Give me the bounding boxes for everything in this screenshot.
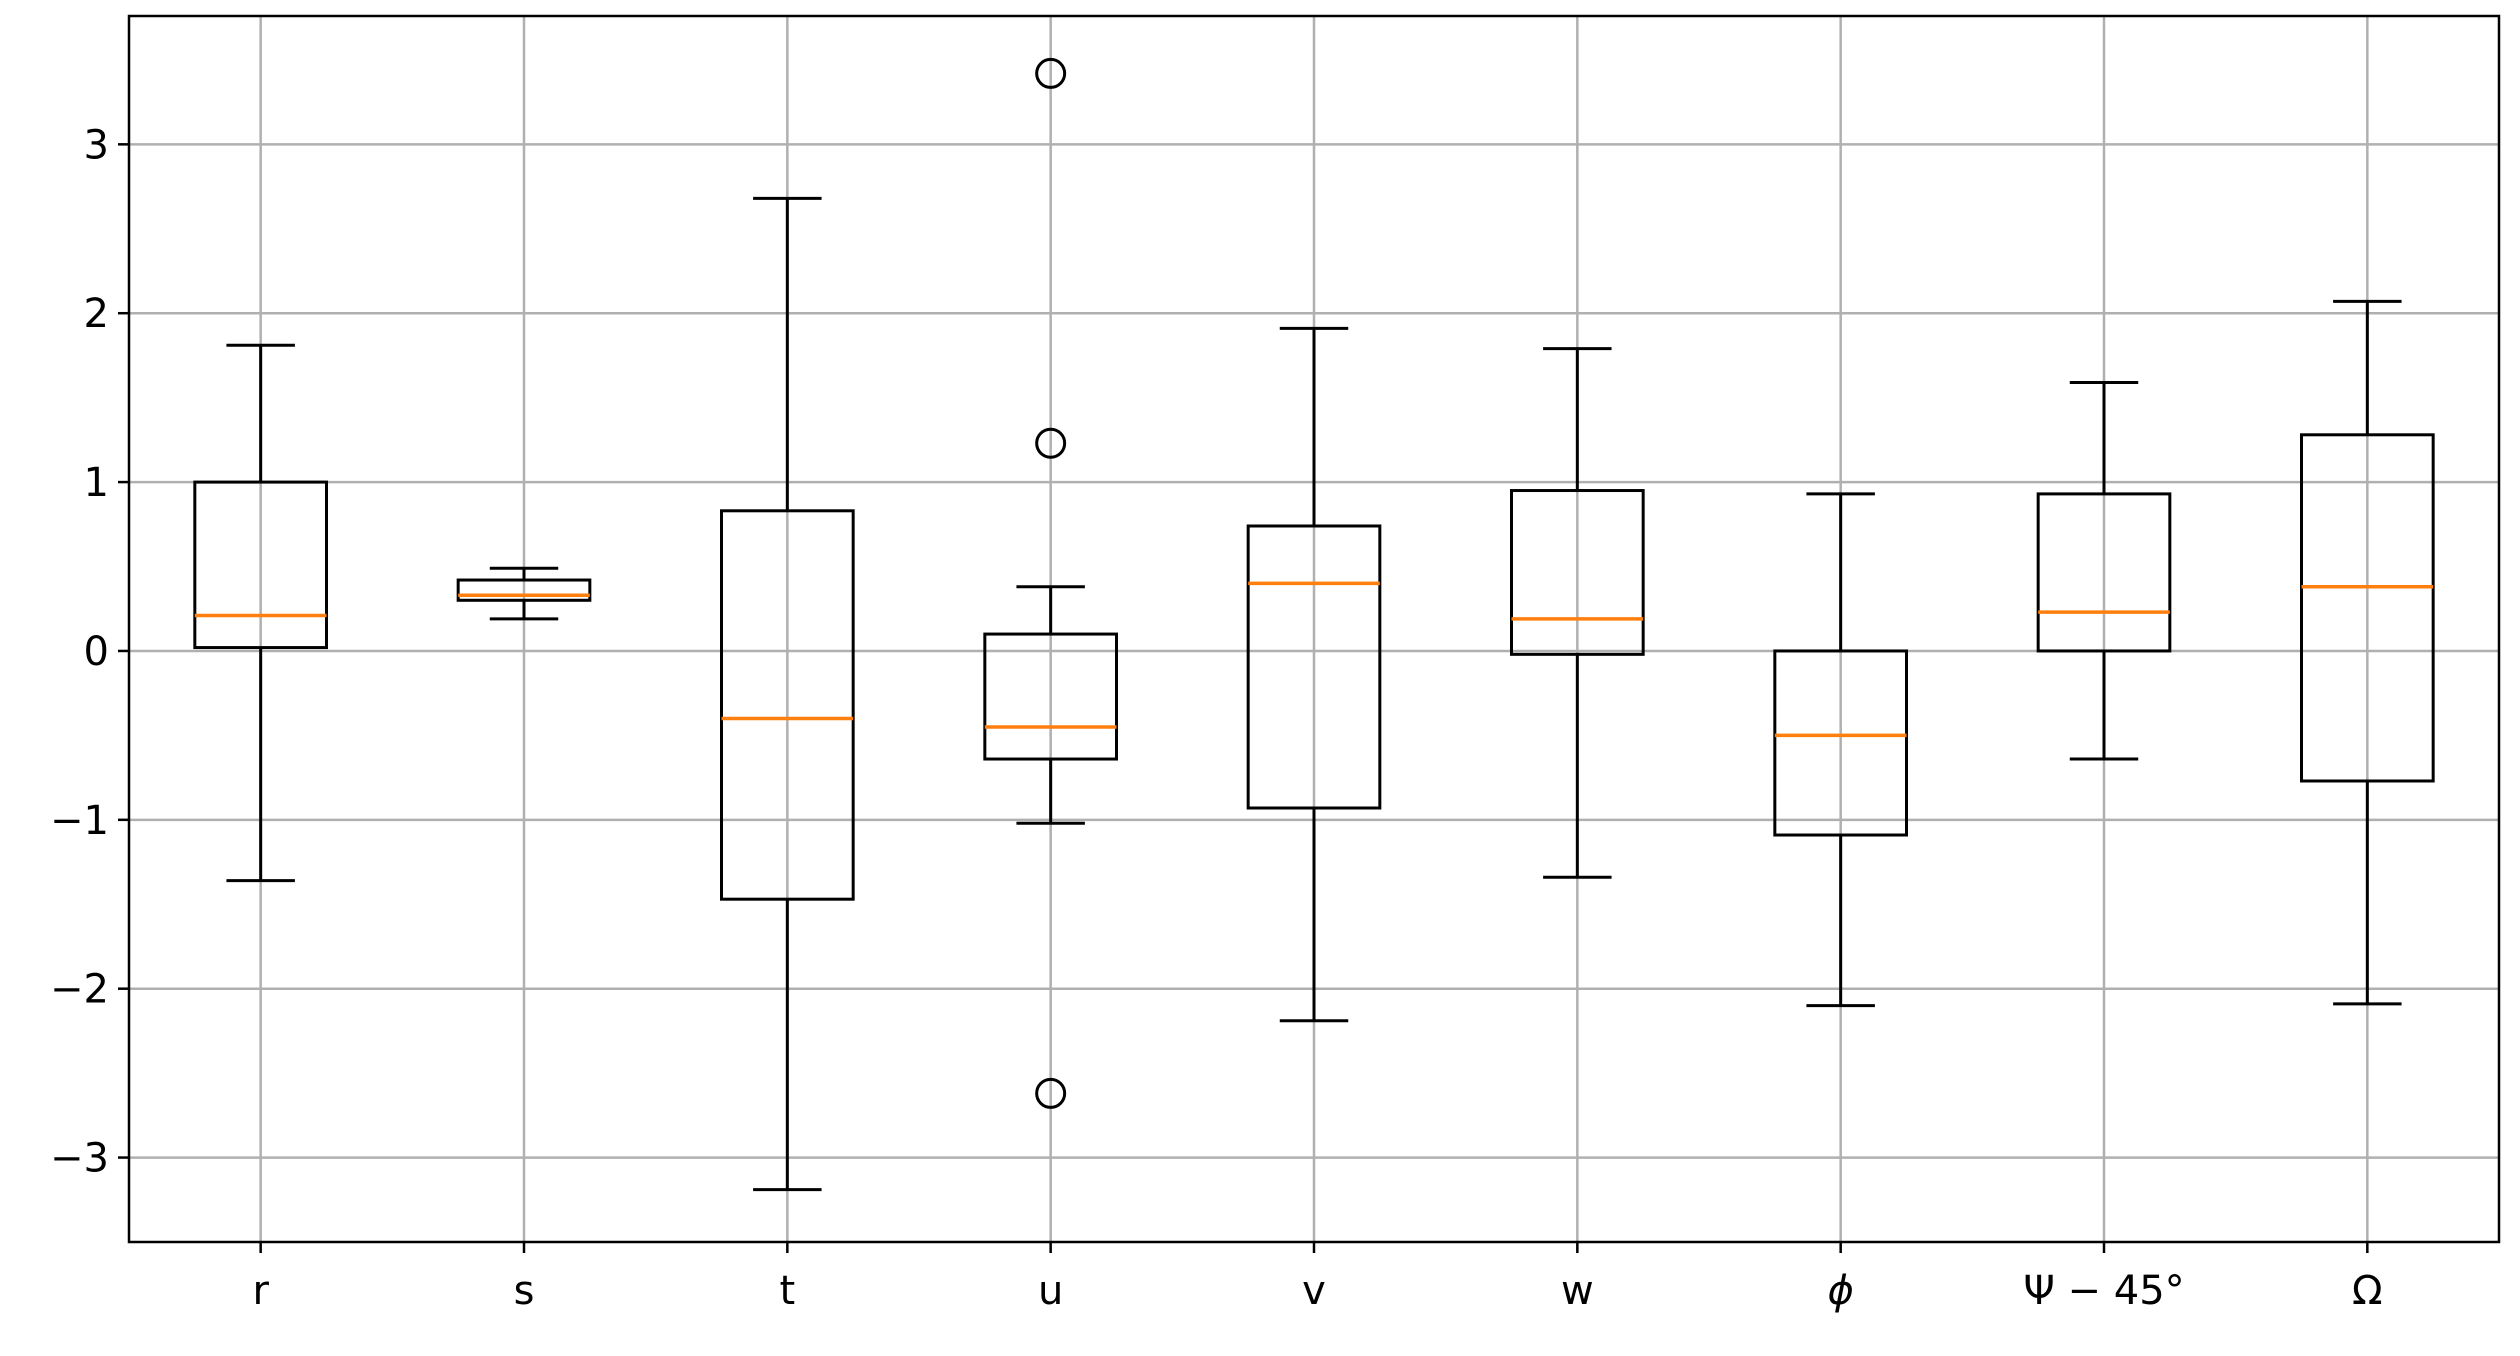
y-tick-label: 1: [84, 460, 109, 506]
flier: [1035, 427, 1067, 459]
box: [2036, 492, 2172, 653]
box: [456, 578, 592, 602]
x-tick-label: v: [1302, 1268, 1326, 1314]
x-tick-label: s: [514, 1268, 535, 1314]
y-tick-label: −1: [50, 798, 109, 844]
x-tick-label: u: [1038, 1268, 1063, 1314]
box: [1510, 489, 1645, 656]
y-tick-label: 0: [84, 629, 109, 675]
x-tick-label: r: [252, 1268, 269, 1314]
y-tick-label: 3: [84, 122, 109, 168]
x-tick-label: Ω: [2352, 1268, 2383, 1314]
y-tick-label: −3: [50, 1136, 109, 1182]
box: [983, 632, 1118, 761]
x-tick-label: ϕ: [1827, 1268, 1853, 1314]
flier: [1035, 1077, 1067, 1109]
box: [2300, 433, 2435, 783]
plot-frame: [127, 14, 2501, 1244]
box: [1773, 649, 1909, 837]
x-tick-label: w: [1561, 1268, 1594, 1314]
flier: [1035, 57, 1067, 89]
y-tick-label: −2: [50, 967, 109, 1013]
box: [193, 480, 328, 650]
box: [720, 509, 855, 901]
box: [1246, 524, 1382, 810]
y-tick-label: 2: [84, 291, 109, 337]
x-tick-label: Ψ − 45°: [2023, 1268, 2184, 1314]
x-tick-label: t: [779, 1268, 795, 1314]
